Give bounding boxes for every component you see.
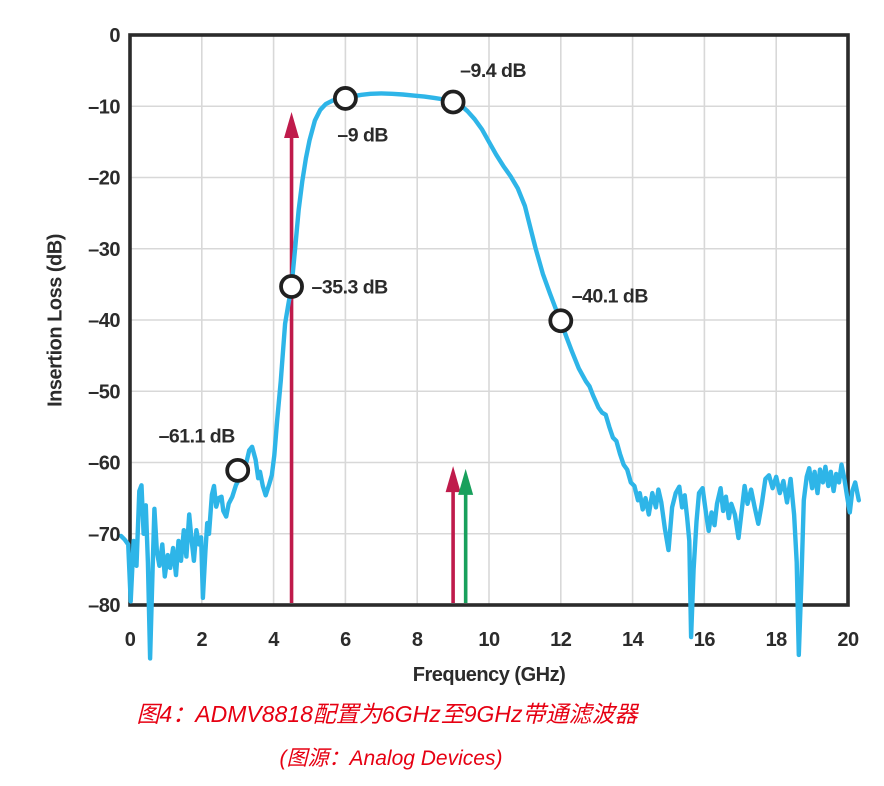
y-tick-label: –50 [88, 381, 120, 403]
band-edge-arrow-4p5ghz-head [284, 111, 300, 138]
y-tick-label: –80 [88, 595, 120, 617]
data-point-marker [279, 274, 304, 299]
plot-border [128, 33, 850, 607]
chart-svg: –61.1 dB –35.3 dB –9 dB –9.4 dB –40.1 dB 0 2 4 6… [88, 25, 861, 661]
y-tick-label: –60 [88, 453, 120, 475]
x-tick-label: 0 [125, 629, 136, 651]
band-edge-arrow-9ghz-red-head [445, 466, 461, 493]
data-point-marker [332, 86, 358, 111]
data-point-marker [440, 89, 466, 115]
x-tick-label: 16 [694, 629, 716, 651]
x-tick-label: 12 [550, 629, 572, 651]
data-point-label: –9 dB [337, 124, 388, 146]
data-point-label: –35.3 dB [312, 277, 389, 299]
data-point-label: –9.4 dB [460, 60, 526, 82]
data-point-marker [225, 457, 251, 483]
x-axis-title: Frequency (GHz) [412, 664, 566, 686]
x-tick-label: 20 [837, 629, 859, 651]
insertion-loss-curve [118, 91, 861, 661]
x-tick-label: 4 [268, 629, 280, 651]
band-edge-arrow-9ghz-green-head [458, 468, 474, 495]
y-axis-title: Insertion Loss (dB) [44, 234, 67, 407]
x-tick-label: 8 [412, 629, 423, 651]
data-point-label: –61.1 dB [159, 425, 236, 447]
y-tick-label: –20 [88, 168, 120, 190]
x-tick-label: 2 [196, 629, 207, 651]
figure-source: (图源：Analog Devices) [279, 747, 503, 770]
x-tick-label: 18 [766, 629, 788, 651]
y-tick-label: –10 [88, 96, 120, 118]
y-tick-label: –40 [88, 310, 120, 332]
figure-caption: 图4：ADMV8818配置为6GHz至9GHz带通滤波器 [136, 701, 638, 727]
data-point-label: –40.1 dB [572, 286, 649, 308]
x-tick-label: 6 [340, 629, 351, 651]
data-point-marker [548, 308, 574, 334]
x-tick-label: 10 [478, 629, 500, 651]
x-tick-label: 14 [622, 629, 645, 651]
y-tick-label: 0 [109, 25, 120, 47]
y-tick-label: –30 [88, 239, 120, 261]
y-tick-label: –70 [88, 524, 120, 546]
